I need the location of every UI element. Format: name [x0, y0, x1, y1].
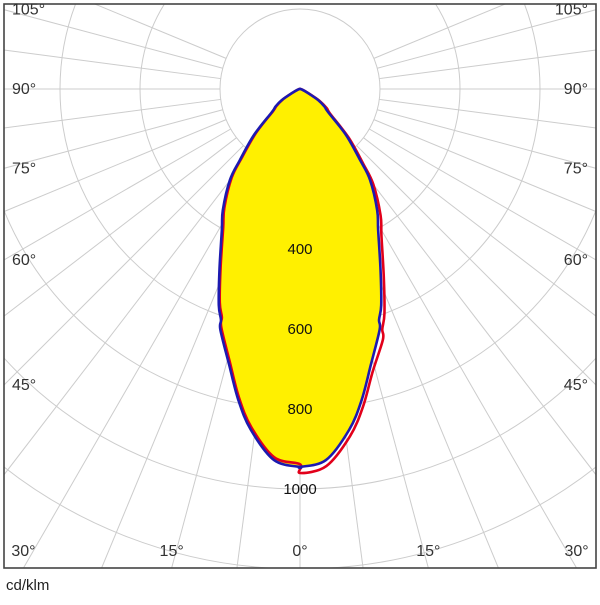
svg-text:800: 800	[287, 401, 312, 418]
svg-text:90°: 90°	[564, 81, 588, 98]
svg-text:90°: 90°	[12, 81, 36, 98]
svg-text:15°: 15°	[160, 543, 184, 560]
svg-text:cd/klm: cd/klm	[6, 577, 49, 594]
svg-text:600: 600	[287, 321, 312, 338]
svg-text:400: 400	[287, 241, 312, 258]
svg-text:105°: 105°	[555, 2, 588, 19]
svg-text:60°: 60°	[12, 252, 36, 269]
svg-text:45°: 45°	[564, 377, 588, 394]
svg-text:45°: 45°	[12, 377, 36, 394]
svg-text:60°: 60°	[564, 252, 588, 269]
svg-text:0°: 0°	[292, 543, 307, 560]
svg-text:1000: 1000	[283, 481, 316, 498]
svg-text:105°: 105°	[12, 2, 45, 19]
svg-text:75°: 75°	[564, 160, 588, 177]
svg-text:75°: 75°	[12, 160, 36, 177]
svg-text:30°: 30°	[564, 543, 588, 560]
svg-text:30°: 30°	[11, 543, 35, 560]
svg-text:15°: 15°	[416, 543, 440, 560]
